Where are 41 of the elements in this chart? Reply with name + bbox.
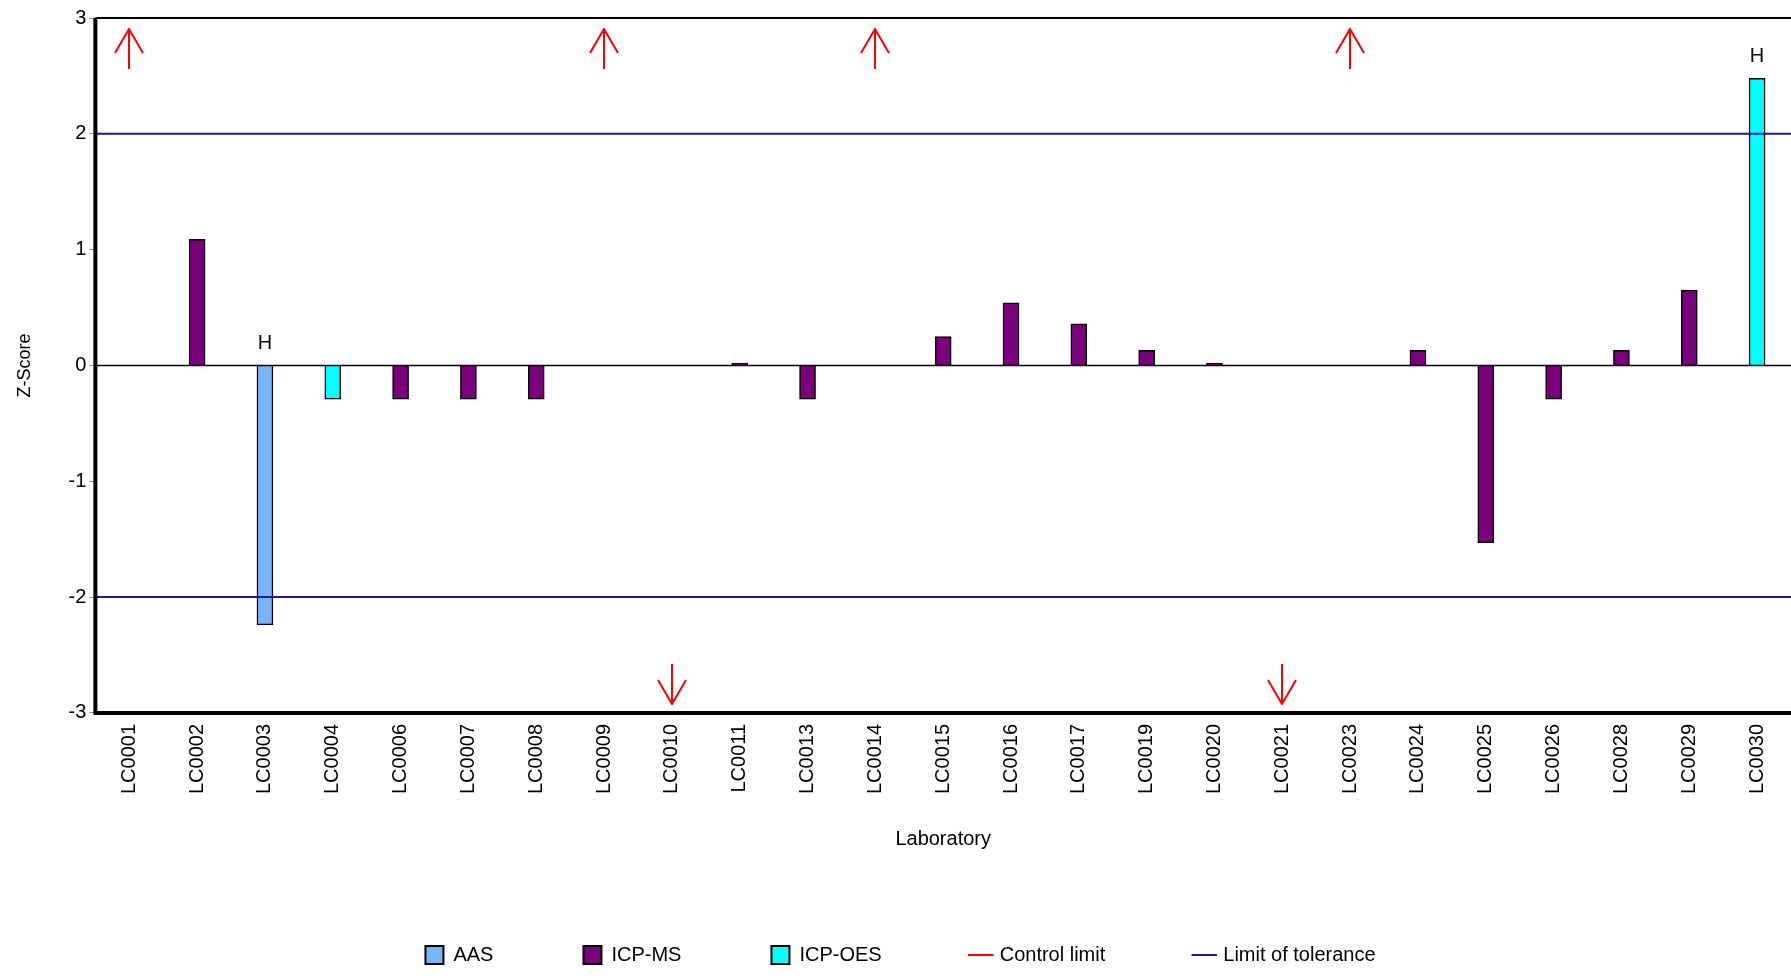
legend-label: Control limit [999, 942, 1106, 965]
x-tick-label: LC0017 [1066, 723, 1089, 794]
y-tick-label: -2 [68, 584, 87, 607]
y-tick-label: 0 [75, 352, 87, 375]
x-tick-label: LC0023 [1337, 723, 1360, 794]
x-axis-title: Laboratory [895, 826, 991, 849]
legend-label: AAS [453, 942, 494, 965]
legend-label: ICP-MS [611, 942, 682, 965]
x-tick-label: LC0010 [659, 723, 682, 794]
x-tick-label: LC0013 [795, 723, 818, 794]
x-tick-label: LC0004 [320, 723, 343, 794]
legend-label: Limit of tolerance [1223, 942, 1376, 965]
y-tick-label: 2 [75, 121, 87, 144]
x-tick-label: LC0019 [1134, 723, 1157, 794]
x-tick-label: LC0009 [591, 723, 614, 794]
x-tick-label: LC0008 [523, 723, 546, 794]
x-tick-label: LC0020 [1202, 723, 1225, 794]
x-tick-label: LC0014 [862, 723, 885, 794]
x-tick-label: LC0016 [998, 723, 1021, 794]
legend-label: ICP-OES [799, 942, 882, 965]
x-tick-label: LC0006 [388, 723, 411, 794]
x-tick-label: LC0003 [252, 723, 275, 794]
x-tick-label: LC0028 [1608, 723, 1631, 794]
x-tick-label: LC0015 [930, 723, 953, 794]
y-tick-label: 1 [75, 237, 87, 260]
x-tick-label: LC0029 [1676, 723, 1699, 794]
x-tick-label: LC0024 [1405, 723, 1428, 794]
x-tick-label: LC0021 [1269, 723, 1292, 794]
data-label: H [1749, 43, 1765, 66]
x-tick-label: LC0011 [727, 723, 750, 793]
x-tick-label: LC0007 [455, 723, 478, 794]
y-tick-label: -1 [68, 468, 87, 491]
x-tick-label: LC0001 [116, 723, 139, 794]
x-tick-label: LC0030 [1744, 723, 1767, 794]
y-axis-title: Z-Score [13, 333, 34, 398]
y-tick-label: 3 [75, 5, 87, 28]
y-tick-label: -3 [68, 700, 87, 723]
x-tick-label: LC0026 [1541, 723, 1564, 794]
data-label: H [257, 330, 273, 353]
x-tick-label: LC0025 [1473, 723, 1496, 794]
x-tick-label: LC0002 [184, 723, 207, 794]
